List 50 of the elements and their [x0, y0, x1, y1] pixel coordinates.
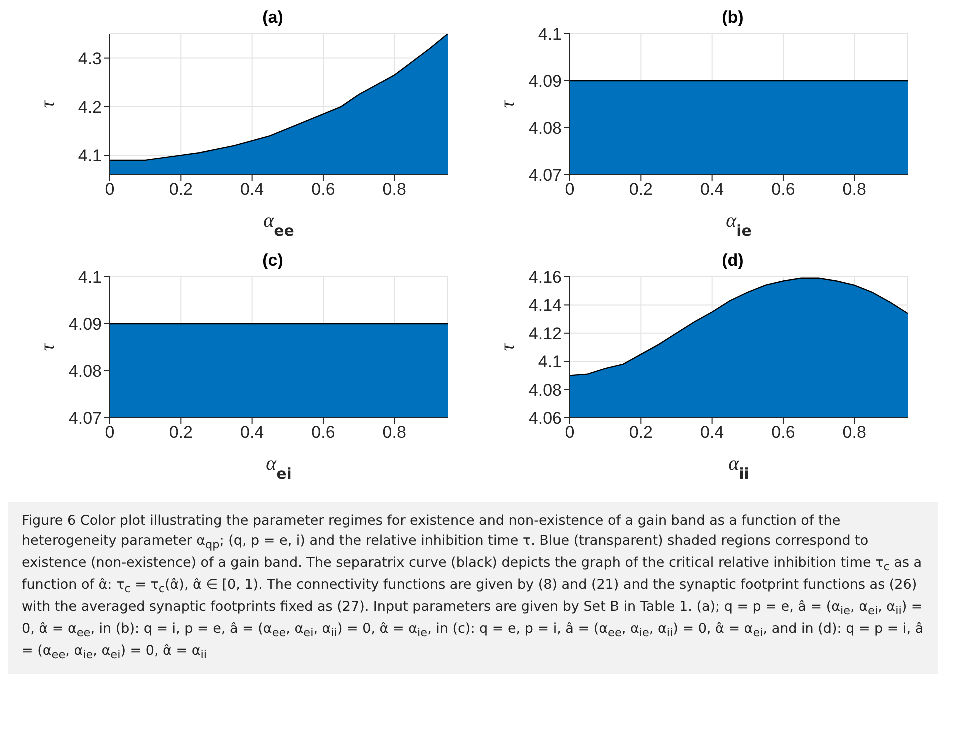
y-axis-title: τ — [37, 343, 59, 352]
x-tick-label: 0.2 — [629, 423, 653, 442]
y-tick-label: 4.07 — [528, 166, 562, 186]
x-tick-label: 0.4 — [240, 423, 264, 442]
x-axis-title: α$_{ie}$ — [726, 210, 752, 240]
x-axis-title: α$_{ei}$ — [266, 453, 292, 483]
chart-title: (c) — [262, 251, 284, 270]
x-tick-label: 0.4 — [240, 180, 264, 200]
x-tick-label: 0.2 — [629, 180, 653, 200]
x-tick-label: 0.8 — [842, 423, 866, 442]
x-axis-title: α$_{ee}$ — [264, 210, 294, 240]
chart-title: (a) — [262, 8, 284, 28]
x-tick-label: 0.6 — [772, 180, 796, 200]
x-tick-label: 0.8 — [842, 180, 866, 200]
y-tick-label: 4.12 — [528, 324, 562, 344]
chart-title: (b) — [722, 8, 744, 27]
y-tick-label: 4.08 — [528, 380, 562, 400]
y-tick-label: 4.3 — [78, 49, 102, 68]
x-tick-label: 0 — [105, 423, 115, 442]
y-tick-label: 4.08 — [68, 362, 102, 382]
x-tick-label: 0 — [565, 180, 575, 200]
y-tick-label: 4.09 — [68, 315, 102, 334]
x-tick-label: 0.6 — [772, 423, 796, 442]
y-tick-label: 4.06 — [528, 409, 562, 428]
x-tick-label: 0 — [105, 180, 115, 200]
x-axis-title: α$_{ii}$ — [728, 453, 750, 483]
x-tick-label: 0.6 — [312, 423, 336, 442]
y-tick-label: 4.1 — [78, 268, 102, 288]
x-tick-label: 0.2 — [169, 423, 193, 442]
y-tick-label: 4.09 — [528, 72, 562, 92]
y-tick-label: 4.08 — [528, 119, 562, 138]
y-tick-label: 4.14 — [528, 296, 562, 316]
y-tick-label: 4.07 — [68, 409, 102, 428]
x-tick-label: 0 — [565, 423, 575, 442]
y-axis-title: τ — [37, 100, 59, 108]
chart-title: (d) — [722, 251, 744, 270]
y-tick-label: 4.1 — [538, 352, 562, 372]
x-tick-label: 0.4 — [700, 423, 724, 442]
y-axis-title: τ — [497, 100, 519, 108]
x-tick-label: 0.8 — [382, 180, 406, 200]
x-tick-label: 0.4 — [700, 180, 724, 200]
y-tick-label: 4.16 — [528, 268, 562, 288]
x-tick-label: 0.8 — [382, 423, 406, 442]
text: Figure 6 Color plot illustrating the parameter regimes for existence and non-existence of a gain band as a function of the heterogeneity parameter α$_{qp}$; (q, p = e, i) and the relative inhibition time τ. Blue (transparent) shaded regions correspond to existence (non-existence) of a gain band. The separatrix curve (black) depicts the graph of the critical relative inhibition time τ$_{c}$ as a function of α̂: τ$_{c}$ = τ$_{c}$(α̂), α̂ ∈ [0, 1). The connectivity functions are given by (8) and (21) and the synaptic footprint functions as (26) with the averaged synaptic footprints fixed as (27). Input parameters are given by Set B in Table 1. (a); q = p = e, â = (α$_{ie}$, α$_{ei}$, α$_{ii}$) = 0, α̂ = α$_{ee}$, in (b): q = i, p = e, â = (α$_{ee}$, α$_{ei}$, α$_{ii}$) = 0, α̂ = α$_{ie}$, in (c): q = e, p = i, â = (α$_{ee}$, α$_{ie}$, α$_{ii}$) = 0, α̂ = α$_{ei}$, and in (d): q = p = i, â = (α$_{ee}$, α$_{ie}$, α$_{ei}$) = 0, α̂ = α$_{ii}$ — [22, 513, 924, 662]
y-tick-label: 4.1 — [538, 25, 562, 44]
y-tick-label: 4.2 — [78, 98, 102, 117]
y-axis-title: τ — [497, 343, 519, 352]
x-tick-label: 0.6 — [312, 180, 336, 200]
y-tick-label: 4.1 — [78, 146, 102, 166]
x-tick-label: 0.2 — [169, 180, 193, 200]
